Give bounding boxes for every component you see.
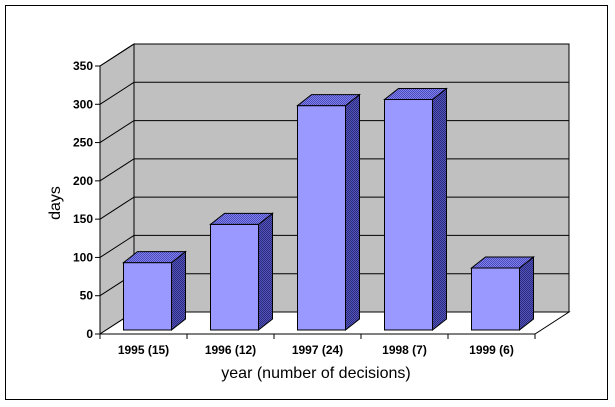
bar-top — [383, 88, 448, 101]
x-tick-label: 1997 (24) — [292, 343, 343, 357]
y-tick-label: 200 — [73, 174, 93, 188]
x-axis-label: year (number of decisions) — [221, 365, 410, 382]
y-tick-labels: 0 50 100 150 200 250 300 350 — [73, 59, 93, 341]
gridline — [99, 81, 569, 105]
bar — [471, 267, 520, 331]
x-tick-label: 1998 (7) — [382, 343, 427, 357]
bar-top — [209, 212, 274, 225]
bar — [384, 99, 433, 331]
bar-top — [470, 256, 535, 269]
y-axis-label: days — [47, 186, 64, 220]
y-tick-label: 350 — [73, 59, 93, 73]
y-tick-label: 250 — [73, 136, 93, 150]
bar-top — [122, 251, 187, 264]
x-tick-label: 1996 (12) — [205, 343, 256, 357]
y-tick-label: 0 — [86, 327, 93, 341]
x-tick-labels: 1995 (15) 1996 (12) 1997 (24) 1998 (7) 1999 … — [118, 343, 514, 357]
axes — [95, 65, 536, 339]
bar — [123, 262, 172, 331]
bar — [210, 223, 259, 331]
x-tick-label: 1995 (15) — [118, 343, 169, 357]
bar — [297, 105, 346, 331]
y-tick-label: 50 — [80, 289, 94, 303]
bar-side — [171, 250, 186, 332]
bar-side — [258, 212, 273, 332]
gridline — [99, 43, 569, 67]
bar-top — [296, 94, 361, 107]
bar-side — [432, 87, 447, 332]
bars — [122, 87, 535, 332]
y-tick-label: 150 — [73, 212, 93, 226]
bar-side — [519, 255, 534, 332]
x-tick-label: 1999 (6) — [469, 343, 514, 357]
y-tick-label: 300 — [73, 97, 93, 111]
bar-side — [345, 93, 360, 332]
y-tick-label: 100 — [73, 250, 93, 264]
